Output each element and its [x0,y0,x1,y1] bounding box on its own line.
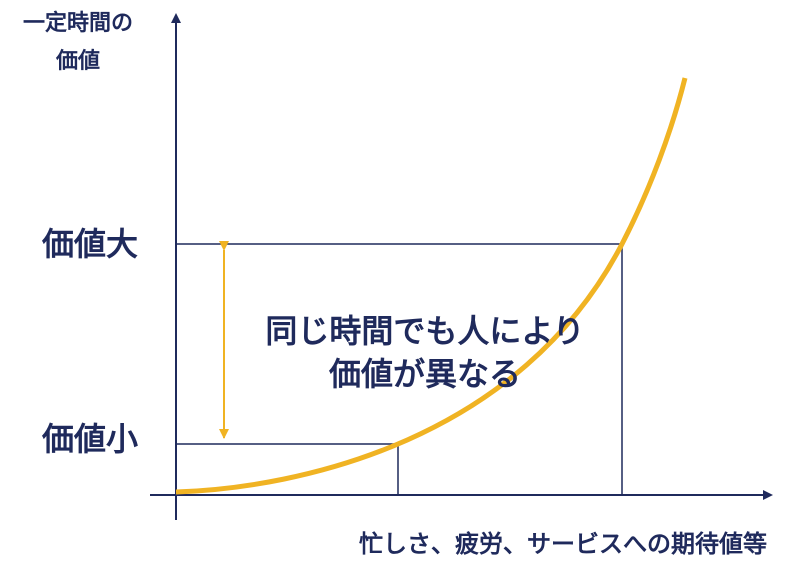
low-label: 価値小 [41,420,138,458]
y-axis-label: 価値 [55,49,100,74]
y-axis-label: 一定時間の [23,10,133,36]
value-curve [175,77,688,495]
x-axis-label: 忙しさ、疲労、サービスへの期待値等 [359,530,767,558]
message: 価値が異なる [328,355,521,393]
low-guide [176,443,399,495]
message: 同じ時間でも人により [265,312,584,350]
high-label: 価値大 [41,225,138,263]
